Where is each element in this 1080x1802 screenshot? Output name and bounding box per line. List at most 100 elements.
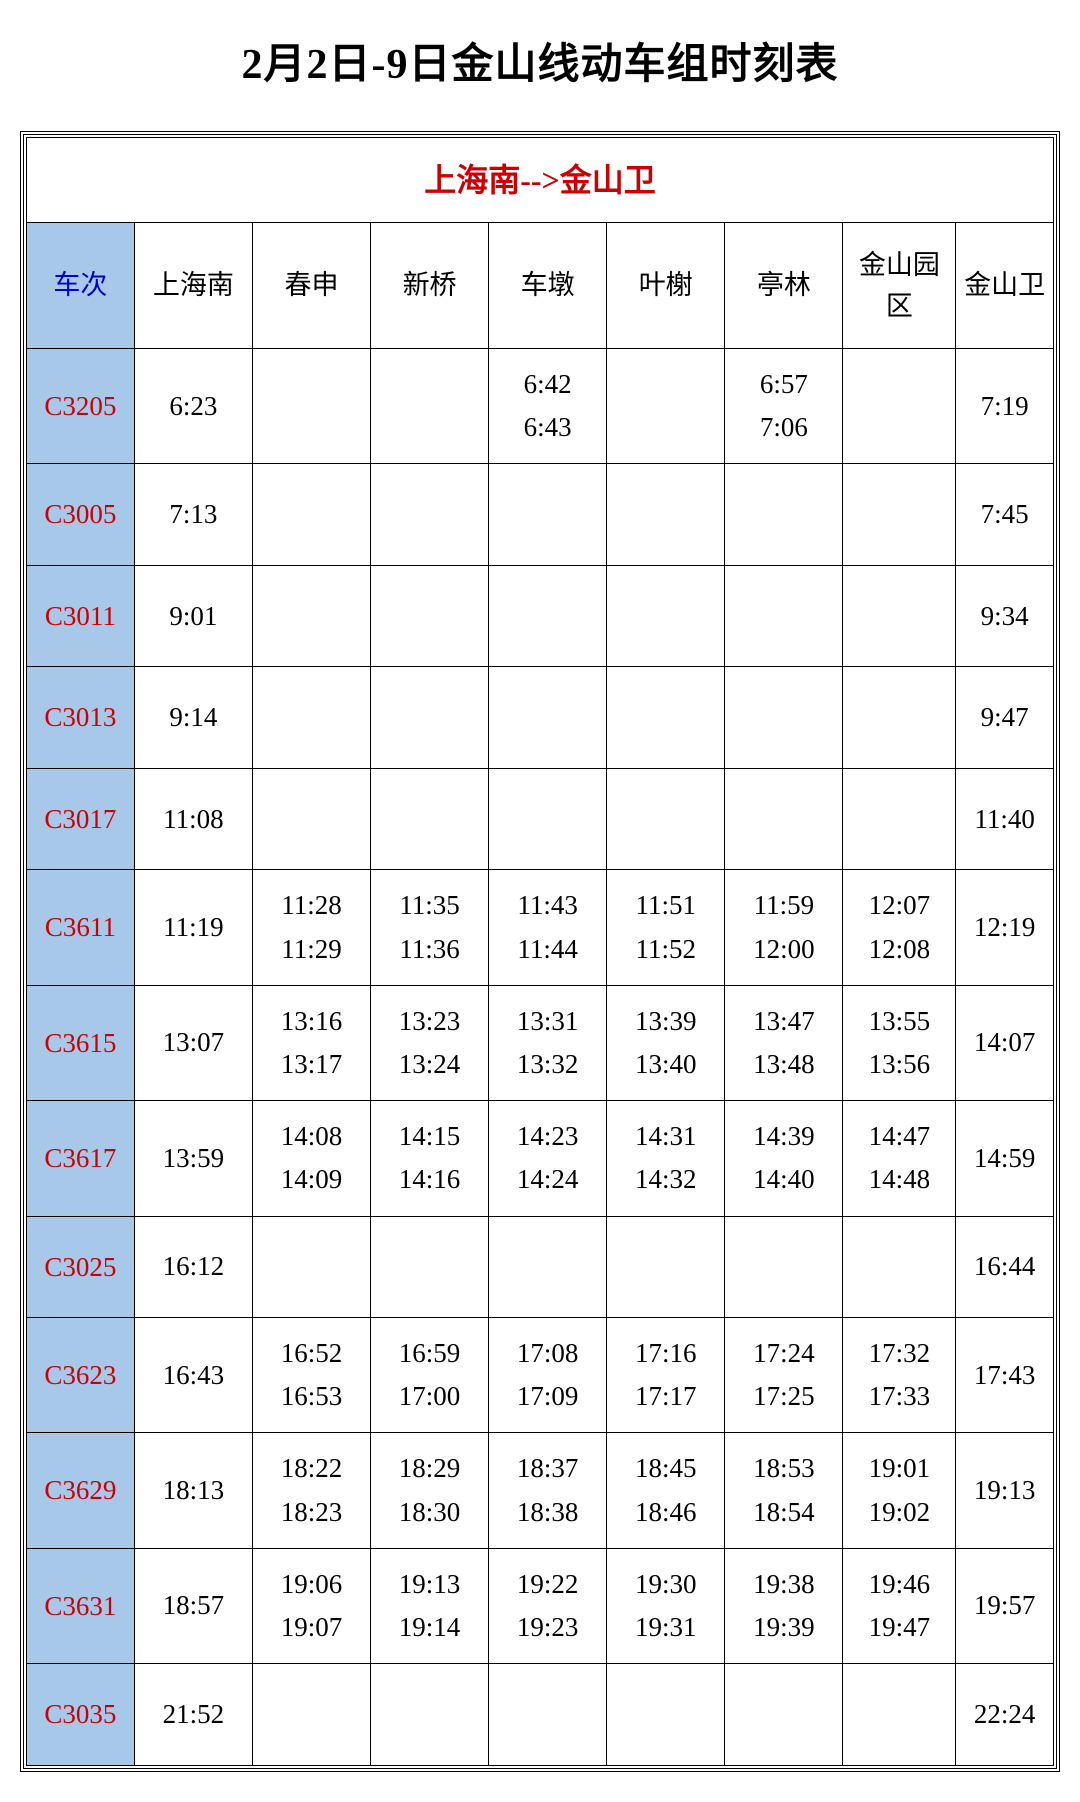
time-cell: 17:1617:17: [607, 1318, 725, 1433]
time-cell: 6:577:06: [725, 349, 843, 464]
time-cell: 11:08: [134, 768, 252, 870]
time-value: 19:07: [255, 1606, 368, 1649]
time-cell: 11:2811:29: [252, 870, 370, 985]
time-cell: 14:59: [956, 1101, 1054, 1216]
time-value: 18:30: [373, 1491, 486, 1534]
time-value: 16:53: [255, 1375, 368, 1418]
col-header-station: 金山卫: [956, 223, 1054, 349]
time-value: 18:22: [255, 1447, 368, 1490]
time-value: 18:13: [137, 1469, 250, 1512]
train-number-cell: C3631: [27, 1548, 135, 1663]
time-cell: 11:3511:36: [371, 870, 489, 985]
time-cell: [725, 1216, 843, 1318]
time-cell: 6:426:43: [489, 349, 607, 464]
time-value: 11:40: [958, 798, 1051, 841]
time-value: 14:08: [255, 1115, 368, 1158]
time-cell: 13:07: [134, 985, 252, 1100]
train-number-cell: C3013: [27, 667, 135, 769]
time-value: 11:29: [255, 928, 368, 971]
time-cell: [371, 349, 489, 464]
time-cell: [725, 1664, 843, 1766]
col-header-station: 上海南: [134, 223, 252, 349]
time-value: 13:23: [373, 1000, 486, 1043]
time-cell: 21:52: [134, 1664, 252, 1766]
time-value: 17:16: [609, 1332, 722, 1375]
table-row: C303521:5222:24: [27, 1664, 1054, 1766]
timetable: 上海南-->金山卫 车次上海南春申新桥车墩叶榭亭林金山园区金山卫 C32056:…: [26, 137, 1054, 1766]
time-cell: [607, 1664, 725, 1766]
table-row: C361713:5914:0814:0914:1514:1614:2314:24…: [27, 1101, 1054, 1216]
time-value: 11:51: [609, 884, 722, 927]
time-cell: 13:5513:56: [843, 985, 956, 1100]
time-value: 18:38: [491, 1491, 604, 1534]
time-cell: [725, 464, 843, 566]
train-number-cell: C3205: [27, 349, 135, 464]
time-cell: [725, 768, 843, 870]
time-cell: [607, 667, 725, 769]
time-value: 19:31: [609, 1606, 722, 1649]
time-value: 11:52: [609, 928, 722, 971]
time-value: 19:01: [845, 1447, 953, 1490]
time-value: 16:43: [137, 1354, 250, 1397]
time-value: 11:35: [373, 884, 486, 927]
time-value: 6:23: [137, 385, 250, 428]
timetable-wrapper: 上海南-->金山卫 车次上海南春申新桥车墩叶榭亭林金山园区金山卫 C32056:…: [20, 131, 1060, 1772]
table-row: C361513:0713:1613:1713:2313:2413:3113:32…: [27, 985, 1054, 1100]
route-header: 上海南-->金山卫: [27, 138, 1054, 223]
time-value: 19:38: [727, 1563, 840, 1606]
time-value: 13:48: [727, 1043, 840, 1086]
time-cell: 16:43: [134, 1318, 252, 1433]
time-cell: [607, 349, 725, 464]
column-header-row: 车次上海南春申新桥车墩叶榭亭林金山园区金山卫: [27, 223, 1054, 349]
time-cell: 11:40: [956, 768, 1054, 870]
time-value: 18:53: [727, 1447, 840, 1490]
time-cell: 19:1319:14: [371, 1548, 489, 1663]
time-value: 11:44: [491, 928, 604, 971]
time-cell: 18:5318:54: [725, 1433, 843, 1548]
time-cell: 18:13: [134, 1433, 252, 1548]
time-value: 13:32: [491, 1043, 604, 1086]
time-value: 18:37: [491, 1447, 604, 1490]
train-number-cell: C3617: [27, 1101, 135, 1216]
time-value: 13:24: [373, 1043, 486, 1086]
time-cell: [843, 768, 956, 870]
time-value: 11:28: [255, 884, 368, 927]
train-number-cell: C3629: [27, 1433, 135, 1548]
time-cell: [607, 768, 725, 870]
time-cell: [371, 667, 489, 769]
time-value: 19:30: [609, 1563, 722, 1606]
time-value: 14:39: [727, 1115, 840, 1158]
time-value: 16:59: [373, 1332, 486, 1375]
time-cell: [843, 349, 956, 464]
time-cell: 19:4619:47: [843, 1548, 956, 1663]
col-header-station: 车墩: [489, 223, 607, 349]
time-cell: 14:2314:24: [489, 1101, 607, 1216]
time-cell: [371, 1216, 489, 1318]
time-cell: [843, 1664, 956, 1766]
time-cell: 7:13: [134, 464, 252, 566]
time-cell: 18:57: [134, 1548, 252, 1663]
time-value: 19:46: [845, 1563, 953, 1606]
route-header-row: 上海南-->金山卫: [27, 138, 1054, 223]
time-value: 7:45: [958, 493, 1051, 536]
time-value: 17:43: [958, 1354, 1051, 1397]
time-value: 6:42: [491, 363, 604, 406]
time-cell: 19:0619:07: [252, 1548, 370, 1663]
time-cell: [489, 464, 607, 566]
time-cell: 19:0119:02: [843, 1433, 956, 1548]
time-cell: [489, 667, 607, 769]
col-header-station: 新桥: [371, 223, 489, 349]
time-cell: 9:01: [134, 565, 252, 667]
time-cell: 13:3913:40: [607, 985, 725, 1100]
time-value: 19:02: [845, 1491, 953, 1534]
time-cell: 11:5111:52: [607, 870, 725, 985]
time-cell: 6:23: [134, 349, 252, 464]
time-value: 6:57: [727, 363, 840, 406]
time-value: 13:56: [845, 1043, 953, 1086]
time-cell: 14:3914:40: [725, 1101, 843, 1216]
time-value: 13:55: [845, 1000, 953, 1043]
time-cell: 14:4714:48: [843, 1101, 956, 1216]
col-header-station: 叶榭: [607, 223, 725, 349]
time-value: 11:36: [373, 928, 486, 971]
train-number-cell: C3025: [27, 1216, 135, 1318]
